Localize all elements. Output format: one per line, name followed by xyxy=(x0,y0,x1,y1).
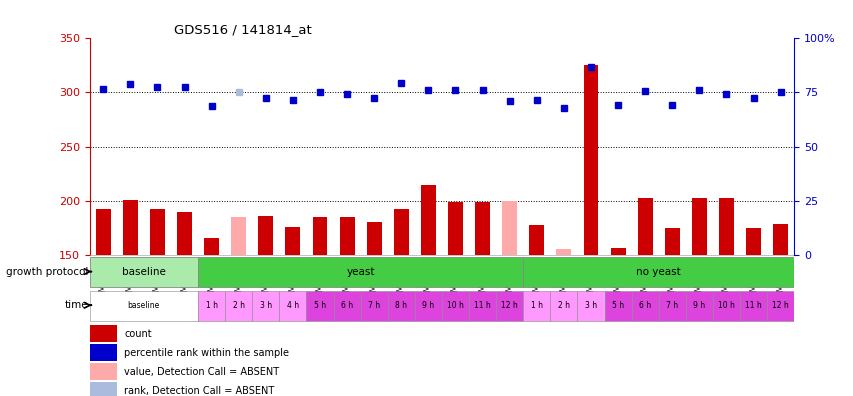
Text: yeast: yeast xyxy=(346,267,374,276)
Text: value, Detection Call = ABSENT: value, Detection Call = ABSENT xyxy=(124,367,279,377)
Text: baseline: baseline xyxy=(128,301,160,310)
Text: 4 h: 4 h xyxy=(287,301,299,310)
Bar xyxy=(658,291,685,321)
Bar xyxy=(523,257,793,287)
Bar xyxy=(123,200,137,255)
Text: count: count xyxy=(124,329,152,339)
Text: 9 h: 9 h xyxy=(422,301,434,310)
Bar xyxy=(258,216,273,255)
Bar xyxy=(387,291,415,321)
Text: 12 h: 12 h xyxy=(771,301,788,310)
Text: 1 h: 1 h xyxy=(531,301,543,310)
Bar xyxy=(549,291,577,321)
Text: 1 h: 1 h xyxy=(206,301,218,310)
Bar xyxy=(664,228,679,255)
Bar xyxy=(90,363,117,381)
Bar xyxy=(366,222,381,255)
Text: 2 h: 2 h xyxy=(232,301,245,310)
Bar xyxy=(150,209,165,255)
Text: 10 h: 10 h xyxy=(717,301,734,310)
Bar xyxy=(90,325,117,343)
Bar xyxy=(90,257,198,287)
Text: 6 h: 6 h xyxy=(340,301,353,310)
Bar xyxy=(279,291,306,321)
Text: 5 h: 5 h xyxy=(314,301,326,310)
Bar xyxy=(252,291,279,321)
Text: 11 h: 11 h xyxy=(473,301,490,310)
Text: 7 h: 7 h xyxy=(665,301,677,310)
Bar xyxy=(691,198,706,255)
Bar xyxy=(360,291,387,321)
Bar xyxy=(442,291,468,321)
Bar xyxy=(718,198,733,255)
Bar xyxy=(231,217,246,255)
Text: baseline: baseline xyxy=(122,267,165,276)
Bar xyxy=(334,291,360,321)
Bar xyxy=(421,185,435,255)
Text: 2 h: 2 h xyxy=(557,301,569,310)
Bar xyxy=(198,257,523,287)
Text: time: time xyxy=(65,300,88,310)
Text: 12 h: 12 h xyxy=(501,301,518,310)
Text: 8 h: 8 h xyxy=(395,301,407,310)
Text: growth protocol: growth protocol xyxy=(6,267,88,276)
Bar xyxy=(198,291,225,321)
Bar xyxy=(712,291,740,321)
Bar xyxy=(415,291,442,321)
Bar xyxy=(306,291,334,321)
Bar xyxy=(556,249,571,255)
Text: 5 h: 5 h xyxy=(612,301,624,310)
Bar xyxy=(604,291,631,321)
Bar xyxy=(637,198,652,255)
Bar xyxy=(523,291,549,321)
Bar xyxy=(285,227,300,255)
Bar xyxy=(177,212,192,255)
Bar xyxy=(312,217,327,255)
Bar xyxy=(496,291,523,321)
Text: 3 h: 3 h xyxy=(259,301,271,310)
Bar xyxy=(393,209,409,255)
Bar xyxy=(90,344,117,362)
Bar xyxy=(740,291,766,321)
Text: no yeast: no yeast xyxy=(635,267,681,276)
Bar xyxy=(225,291,252,321)
Text: rank, Detection Call = ABSENT: rank, Detection Call = ABSENT xyxy=(124,386,274,396)
Bar xyxy=(746,228,760,255)
Bar xyxy=(204,238,219,255)
Bar xyxy=(685,291,712,321)
Bar xyxy=(772,224,787,255)
Bar xyxy=(529,225,543,255)
Text: 11 h: 11 h xyxy=(745,301,761,310)
Bar xyxy=(468,291,496,321)
Text: 7 h: 7 h xyxy=(368,301,380,310)
Bar xyxy=(96,209,111,255)
Bar xyxy=(766,291,793,321)
Bar xyxy=(610,248,624,255)
Bar xyxy=(474,202,490,255)
Text: 10 h: 10 h xyxy=(446,301,463,310)
Bar xyxy=(90,382,117,396)
Bar xyxy=(631,291,658,321)
Text: GDS516 / 141814_at: GDS516 / 141814_at xyxy=(174,23,311,36)
Text: percentile rank within the sample: percentile rank within the sample xyxy=(124,348,288,358)
Text: 3 h: 3 h xyxy=(584,301,596,310)
Text: 9 h: 9 h xyxy=(693,301,705,310)
Bar xyxy=(339,217,354,255)
Bar xyxy=(90,291,198,321)
Bar xyxy=(448,202,462,255)
Text: 6 h: 6 h xyxy=(638,301,651,310)
Bar xyxy=(502,201,517,255)
Bar xyxy=(577,291,604,321)
Bar xyxy=(583,65,598,255)
